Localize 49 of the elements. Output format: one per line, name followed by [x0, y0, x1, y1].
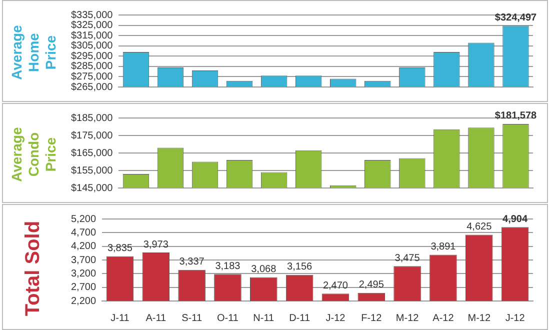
y-tick-label: $275,000	[70, 71, 114, 82]
data-label: 3,835	[107, 243, 133, 254]
y-tick-label: $335,000	[70, 10, 114, 21]
y-tick-label: $295,000	[70, 50, 114, 62]
data-label: 3,337	[179, 256, 205, 268]
y-tick-label: $155,000	[70, 165, 114, 176]
x-tick-label: J-11	[110, 312, 130, 324]
data-label: 2,470	[322, 280, 348, 292]
x-tick-label: N-11	[253, 312, 275, 324]
data-label: 3,183	[215, 260, 241, 272]
y-tick-label: 3,700	[70, 254, 96, 266]
y-tick-label: 2,700	[70, 282, 96, 294]
data-label: 3,475	[394, 252, 420, 264]
y-tick-label: $165,000	[70, 148, 114, 159]
y-tick-label: $145,000	[70, 182, 114, 194]
x-tick-label: O-11	[216, 312, 239, 324]
y-tick-label: $175,000	[70, 130, 114, 142]
x-tick-label: M-12	[396, 312, 420, 324]
y-tick-label: $265,000	[70, 82, 114, 93]
x-tick-label: J-12	[326, 312, 346, 324]
text: Average Home Price	[8, 24, 60, 82]
y-tick-label: $305,000	[70, 40, 114, 52]
data-label: 2,495	[358, 280, 384, 291]
data-label: 3,891	[430, 242, 456, 253]
data-label: 3,156	[287, 262, 312, 273]
x-tick-label: F-12	[361, 312, 382, 324]
x-tick-label: A-12	[432, 312, 454, 324]
data-label: 4,625	[466, 221, 492, 232]
y-tick-label: 4,700	[70, 227, 96, 238]
text: Total Sold	[22, 220, 44, 316]
x-tick-label: S-11	[182, 312, 202, 324]
y-tick-label: 4,200	[70, 241, 96, 252]
y-tick-label: $285,000	[70, 61, 114, 72]
y-tick-label: 2,200	[70, 296, 96, 307]
text: Average Condo Price	[8, 126, 60, 184]
data-label: $181,578	[494, 110, 538, 122]
y-tick-label: $315,000	[70, 30, 114, 42]
y-tick-label: $185,000	[70, 112, 114, 124]
x-tick-label: J-12	[505, 312, 526, 324]
data-label: $324,497	[494, 12, 538, 24]
x-tick-label: D-11	[289, 312, 310, 324]
x-tick-label: M-12	[468, 312, 491, 324]
y-tick-label: 3,200	[70, 268, 96, 280]
data-label: 3,068	[251, 264, 277, 276]
data-label: 3,973	[143, 239, 169, 250]
x-tick-label: A-11	[146, 312, 167, 324]
y-tick-label: 5,200	[70, 214, 96, 225]
data-label: 4,904	[502, 214, 528, 225]
y-tick-label: $325,000	[70, 20, 114, 32]
